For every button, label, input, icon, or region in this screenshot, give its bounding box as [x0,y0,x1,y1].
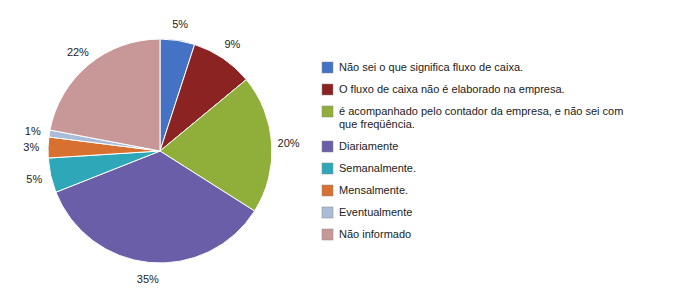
pie-slices [48,39,272,263]
legend-label-line: Eventualmente [339,206,412,218]
legend-swatch [322,84,333,95]
legend-swatch [322,207,333,218]
legend: Não sei o que significa fluxo de caixa. O… [322,61,623,240]
legend-label: O fluxo de caixa não é elaborado na empr… [339,83,565,95]
legend-swatch [322,62,333,73]
data-label: 5% [26,173,42,185]
data-label: 1% [25,125,41,137]
data-label: 5% [172,18,188,30]
data-label: 3% [23,141,39,153]
legend-label: Não sei o que significa fluxo de caixa. [339,61,523,73]
data-label: 9% [224,38,240,50]
legend-label-line: Diariamente [339,140,398,152]
legend-swatch [322,185,333,196]
legend-label-line: Semanalmente. [339,162,416,174]
legend-label-line: é acompanhado pelo contador da empresa, … [339,105,623,117]
pie-labels: 5% 9% 20% 35% 5% 3% 1% 22% [23,18,299,285]
legend-swatch [322,229,333,240]
legend-label-line: O fluxo de caixa não é elaborado na empr… [339,83,565,95]
legend-label: Diariamente [339,140,398,152]
legend-swatch [322,163,333,174]
legend-label: Não informado [339,228,411,240]
data-label: 22% [67,46,89,58]
legend-label-line: Não informado [339,228,411,240]
legend-label: é acompanhado pelo contador da empresa, … [339,105,623,130]
pie-slice [50,39,160,151]
data-label: 20% [278,137,300,149]
chart: 5% 9% 20% 35% 5% 3% 1% 22% Não sei o que signifi… [0,0,684,302]
legend-label-line: Não sei o que significa fluxo de caixa. [339,61,523,73]
legend-label: Semanalmente. [339,162,416,174]
legend-label: Mensalmente. [339,184,408,196]
legend-label-line: Mensalmente. [339,184,408,196]
legend-label: Eventualmente [339,206,412,218]
legend-swatch [322,106,333,117]
legend-label-line: que freqüência. [339,118,415,130]
data-label: 35% [137,273,159,285]
legend-swatch [322,141,333,152]
